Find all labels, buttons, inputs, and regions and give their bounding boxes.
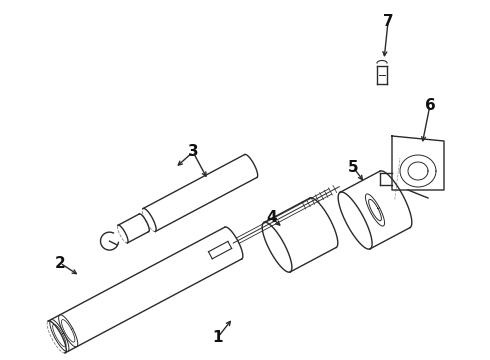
Text: 1: 1	[213, 329, 223, 345]
Text: 4: 4	[267, 211, 277, 225]
Text: 3: 3	[188, 144, 198, 159]
Text: 5: 5	[348, 159, 358, 175]
Text: 7: 7	[383, 14, 393, 30]
Text: 2: 2	[54, 256, 65, 270]
Text: 6: 6	[425, 98, 436, 112]
